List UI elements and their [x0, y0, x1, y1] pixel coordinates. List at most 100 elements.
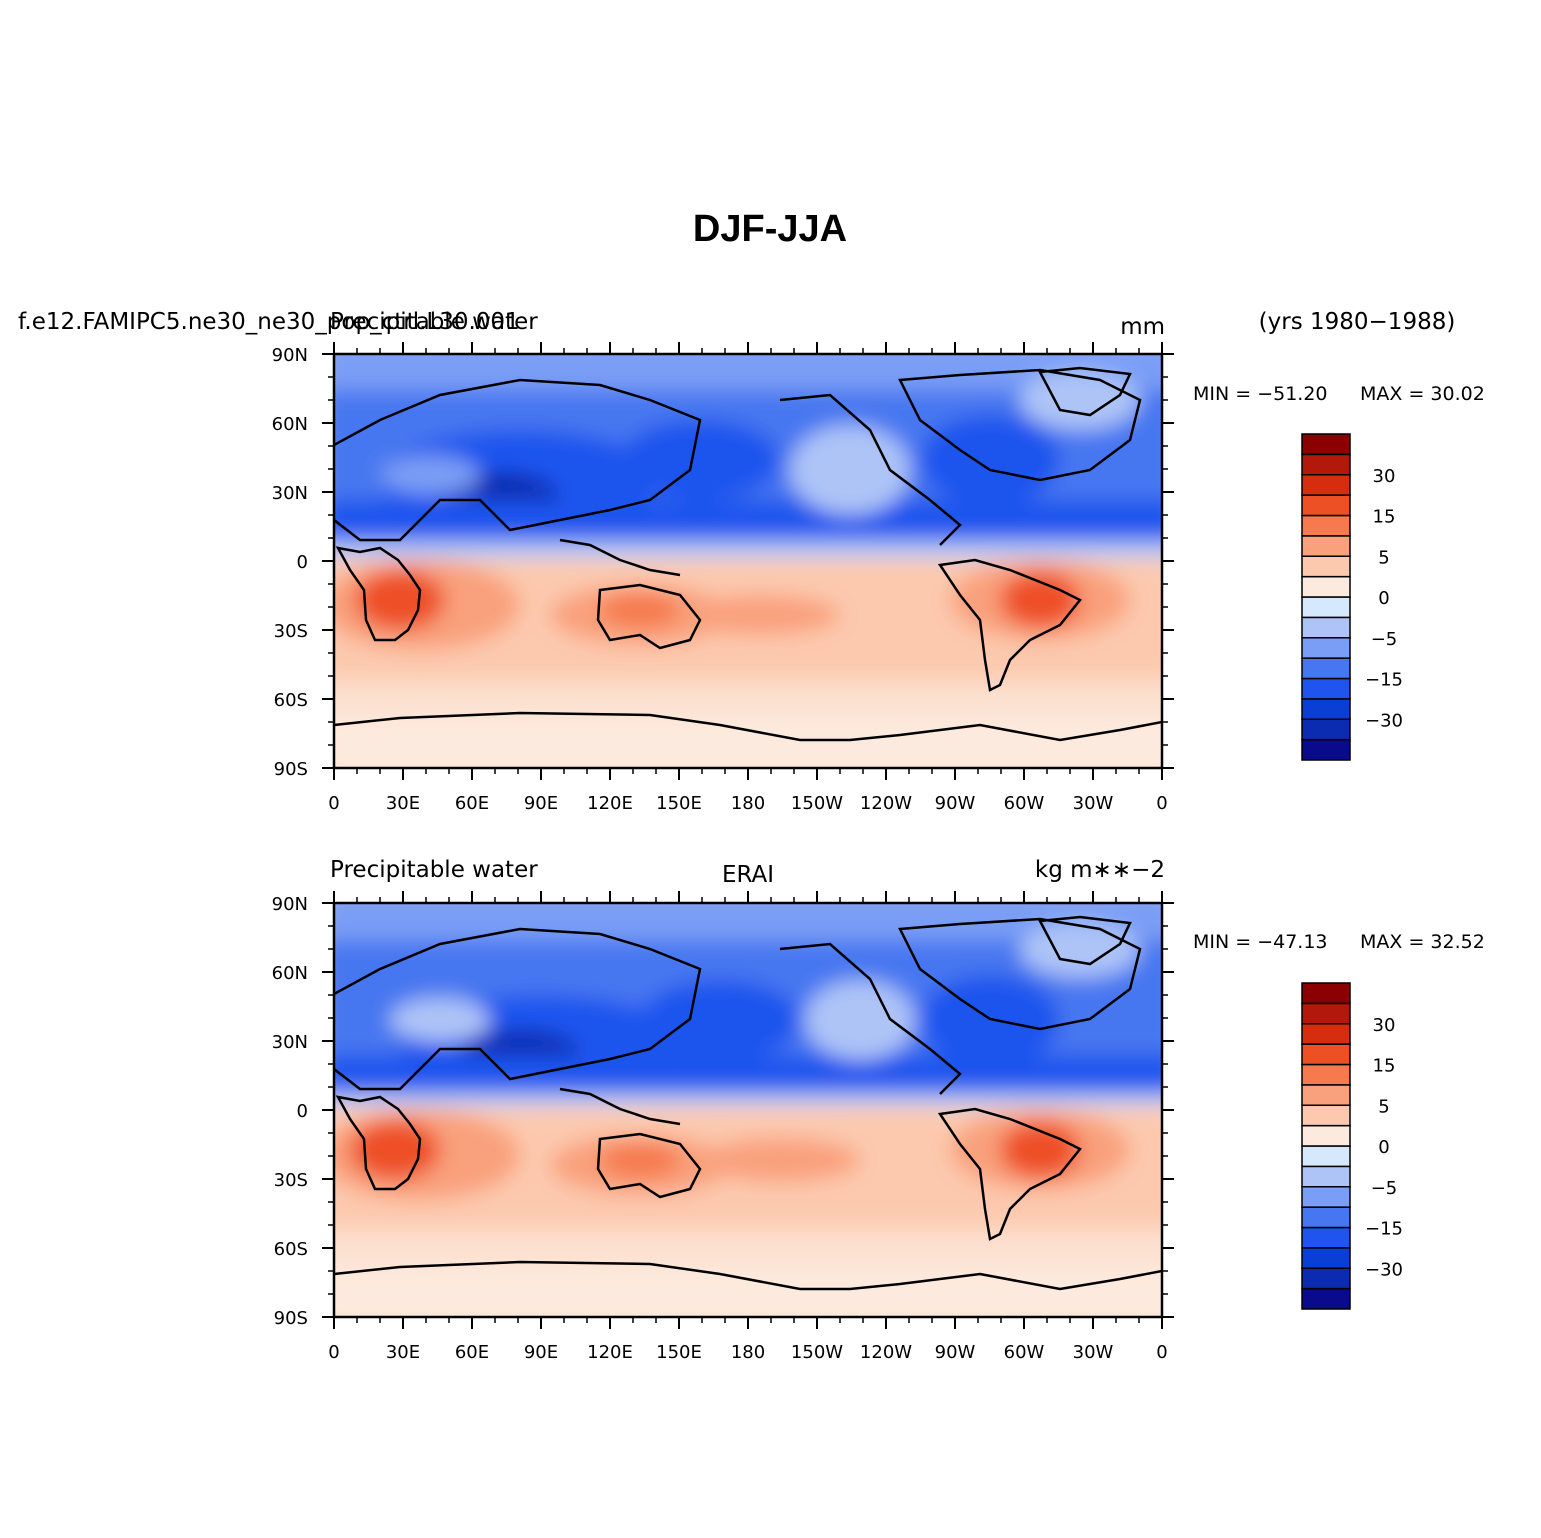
x-tick-label: 120E [587, 1342, 633, 1363]
colorbar-label: 5 [1378, 1096, 1389, 1117]
x-tick-label: 90W [935, 1342, 976, 1363]
colorbar-label: 0 [1378, 588, 1389, 609]
x-tick-label: 0 [1156, 1342, 1167, 1363]
colorbar-swatch [1301, 474, 1351, 496]
colorbar-label: 15 [1373, 1056, 1396, 1077]
y-tick-label: 90S [274, 1308, 308, 1329]
colorbar-label: 30 [1373, 1015, 1396, 1036]
x-tick-label: 150E [656, 793, 702, 814]
min-label-2: MIN = −47.13 [1193, 931, 1328, 953]
years-label: (yrs 1980−1988) [1259, 309, 1456, 335]
case-label: f.e12.FAMIPC5.ne30_ne30_pop_ctrl.L30.001 [18, 309, 520, 335]
y-tick-label: 60N [272, 414, 308, 435]
colorbar-label: −30 [1365, 1259, 1403, 1280]
colorbar-swatch [1301, 1287, 1351, 1310]
y-tick-label: 30N [272, 1032, 308, 1053]
x-tick-label: 60E [455, 793, 489, 814]
colorbar-swatch [1301, 514, 1351, 537]
panel-2: Precipitable water ERAI kg m∗∗−2 MIN = −… [272, 857, 1485, 1363]
colorbar-swatch [1301, 982, 1351, 1005]
x-tick-label: 90E [524, 793, 558, 814]
colorbar-label: 15 [1373, 507, 1396, 528]
colorbar-swatch [1301, 453, 1351, 476]
y-tick-label: 60S [274, 1239, 308, 1260]
map-field-1 [334, 354, 1162, 768]
colorbar-swatch [1301, 1206, 1351, 1229]
x-tick-label: 0 [328, 1342, 339, 1363]
x-tick-label: 30E [386, 1342, 420, 1363]
colorbar-swatch [1301, 494, 1351, 517]
colorbar-label: −30 [1365, 710, 1403, 731]
coastlines [334, 915, 1162, 1291]
colorbar-swatch [1301, 1002, 1351, 1025]
y-tick-label: 90N [272, 894, 308, 915]
colorbar-swatch [1301, 1084, 1351, 1106]
x-tick-label: 180 [731, 793, 765, 814]
map-field-2 [334, 903, 1162, 1317]
x-tick-label: 150E [656, 1342, 702, 1363]
axes-2: 0 30E 60E 90E 120E 150E 180 150W 120W 90W 60W 30W 09… [272, 891, 1174, 1363]
colorbar-swatch [1301, 1247, 1351, 1269]
y-tick-label: 90S [274, 759, 308, 780]
colorbar-swatch [1301, 1124, 1351, 1147]
colorbar-swatch [1301, 433, 1351, 456]
variable-label-2: Precipitable water [330, 857, 538, 883]
x-tick-label: 90W [935, 793, 976, 814]
colorbar-label: −15 [1365, 1219, 1403, 1240]
variable-label-1: Precipitable water [330, 309, 538, 335]
min-label-1: MIN = −51.20 [1193, 383, 1328, 405]
y-tick-label: 30N [272, 483, 308, 504]
colorbar-label: 5 [1378, 547, 1389, 568]
max-label-1: MAX = 30.02 [1360, 383, 1485, 405]
x-tick-label: 90E [524, 1342, 558, 1363]
colorbar-swatch [1301, 1165, 1351, 1188]
colorbar-swatch [1301, 718, 1351, 741]
y-tick-label: 90N [272, 345, 308, 366]
colorbar-swatch [1301, 698, 1351, 720]
figure-title: DJF-JJA [693, 208, 847, 250]
colorbar-swatch [1301, 1104, 1351, 1127]
colorbar-swatch [1301, 535, 1351, 557]
colorbar-swatch [1301, 1267, 1351, 1290]
colorbar-swatch [1301, 616, 1351, 639]
x-tick-label: 0 [1156, 793, 1167, 814]
y-tick-label: 60N [272, 963, 308, 984]
colorbar-1: 30 15 5 0 −5 −15 −30 [1301, 433, 1403, 761]
colorbar-swatch [1301, 637, 1351, 659]
y-tick-label: 0 [297, 1101, 308, 1122]
units-label-2: kg m∗∗−2 [1035, 857, 1165, 883]
x-tick-label: 0 [328, 793, 339, 814]
x-tick-label: 120W [860, 793, 912, 814]
x-tick-label: 60W [1004, 1342, 1045, 1363]
x-tick-label: 60W [1004, 793, 1045, 814]
x-tick-label: 30W [1073, 793, 1114, 814]
colorbar-label: 30 [1373, 466, 1396, 487]
colorbar-label: 0 [1378, 1137, 1389, 1158]
colorbar-swatch [1301, 555, 1351, 578]
x-tick-label: 150W [791, 1342, 843, 1363]
y-tick-label: 0 [297, 552, 308, 573]
center-label-2: ERAI [722, 862, 774, 888]
colorbar-swatch [1301, 1043, 1351, 1066]
colorbar-swatch [1301, 1226, 1351, 1249]
max-label-2: MAX = 32.52 [1360, 931, 1485, 953]
y-tick-label: 30S [274, 621, 308, 642]
units-label-1: mm [1120, 314, 1165, 340]
colorbar-swatch [1301, 657, 1351, 680]
coastlines [334, 366, 1162, 742]
colorbar-swatch [1301, 1145, 1351, 1168]
panel-1: f.e12.FAMIPC5.ne30_ne30_pop_ctrl.L30.001… [18, 309, 1485, 814]
colorbar-label: −5 [1371, 1178, 1398, 1199]
x-tick-label: 150W [791, 793, 843, 814]
colorbar-label: −15 [1365, 670, 1403, 691]
x-tick-label: 30W [1073, 1342, 1114, 1363]
colorbar-swatch [1301, 677, 1351, 700]
colorbar-swatch [1301, 575, 1351, 598]
colorbar-2: 30 15 5 0 −5 −15 −30 [1301, 982, 1403, 1310]
x-tick-label: 120W [860, 1342, 912, 1363]
y-tick-label: 30S [274, 1170, 308, 1191]
y-tick-label: 60S [274, 690, 308, 711]
colorbar-swatch [1301, 1023, 1351, 1045]
colorbar-swatch [1301, 738, 1351, 761]
